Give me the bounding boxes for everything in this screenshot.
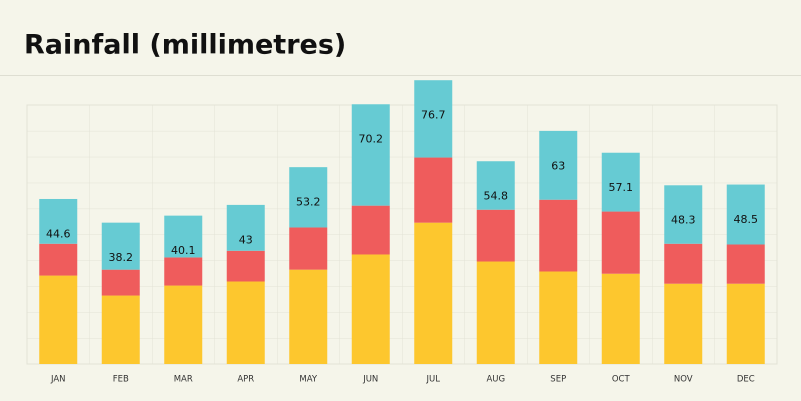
total-label: 54.8 xyxy=(484,190,509,203)
bar-segment xyxy=(414,157,453,223)
x-tick-label: OCT xyxy=(612,375,631,385)
marks: 44.6 JAN 38.2 FEB 40.1 MAR 43 APR 53.2 MAY 70.2 JUN… xyxy=(39,80,765,385)
bar-segment xyxy=(726,283,765,364)
bar-segment xyxy=(164,285,203,364)
bar-segment xyxy=(539,199,578,272)
bar-segment xyxy=(101,269,140,296)
bar-segment xyxy=(101,295,140,364)
bar-segment xyxy=(101,222,140,270)
bar-segment xyxy=(414,222,453,364)
bar-segment xyxy=(164,215,203,258)
bar-segment xyxy=(226,281,265,364)
x-tick-label: AUG xyxy=(486,375,505,385)
bar-segment xyxy=(476,161,515,210)
total-label: 40.1 xyxy=(171,244,196,257)
total-label: 63 xyxy=(551,159,565,172)
x-tick-label: MAR xyxy=(174,375,193,385)
bar-segment xyxy=(351,104,390,206)
bar-segment xyxy=(39,243,78,276)
bar-segment xyxy=(289,167,328,228)
bar-segment xyxy=(414,80,453,158)
bar-segment xyxy=(39,275,78,364)
bar-segment xyxy=(476,261,515,364)
bar-segment xyxy=(726,184,765,245)
bar-segment xyxy=(601,273,640,364)
bar-segment xyxy=(539,271,578,364)
total-label: 48.5 xyxy=(734,213,759,226)
total-label: 70.2 xyxy=(359,133,384,146)
total-label: 44.6 xyxy=(46,227,71,240)
bar-segment xyxy=(726,244,765,284)
x-tick-label: JUL xyxy=(426,375,441,385)
total-label: 53.2 xyxy=(296,196,321,209)
x-tick-label: NOV xyxy=(674,375,693,385)
bar-segment xyxy=(226,204,265,251)
bar-segment xyxy=(664,185,703,244)
chart-title: Rainfall (millimetres) xyxy=(24,30,346,61)
x-tick-label: MAY xyxy=(299,375,317,385)
bar-segment xyxy=(664,243,703,284)
bar-segment xyxy=(601,211,640,274)
bar-segment xyxy=(289,227,328,270)
bar-segment xyxy=(226,250,265,282)
bar-segment xyxy=(289,269,328,364)
bar-segment xyxy=(601,152,640,212)
total-label: 76.7 xyxy=(421,109,446,122)
total-label: 48.3 xyxy=(671,214,696,227)
total-label: 38.2 xyxy=(109,251,134,264)
x-tick-label: APR xyxy=(237,375,254,385)
x-tick-label: JUN xyxy=(362,375,378,385)
x-tick-label: DEC xyxy=(737,375,755,385)
total-label: 43 xyxy=(239,233,253,246)
x-tick-label: JAN xyxy=(50,375,66,385)
bar-segment xyxy=(539,130,578,200)
x-tick-label: FEB xyxy=(113,375,129,385)
bar-segment xyxy=(351,254,390,364)
bar-segment xyxy=(164,257,203,286)
bar-segment xyxy=(664,283,703,364)
bar-segment xyxy=(351,205,390,255)
bar-segment xyxy=(476,209,515,262)
bar-segment xyxy=(39,198,78,244)
total-label: 57.1 xyxy=(609,181,634,194)
plot-grid xyxy=(26,104,778,365)
x-tick-label: SEP xyxy=(550,375,566,385)
